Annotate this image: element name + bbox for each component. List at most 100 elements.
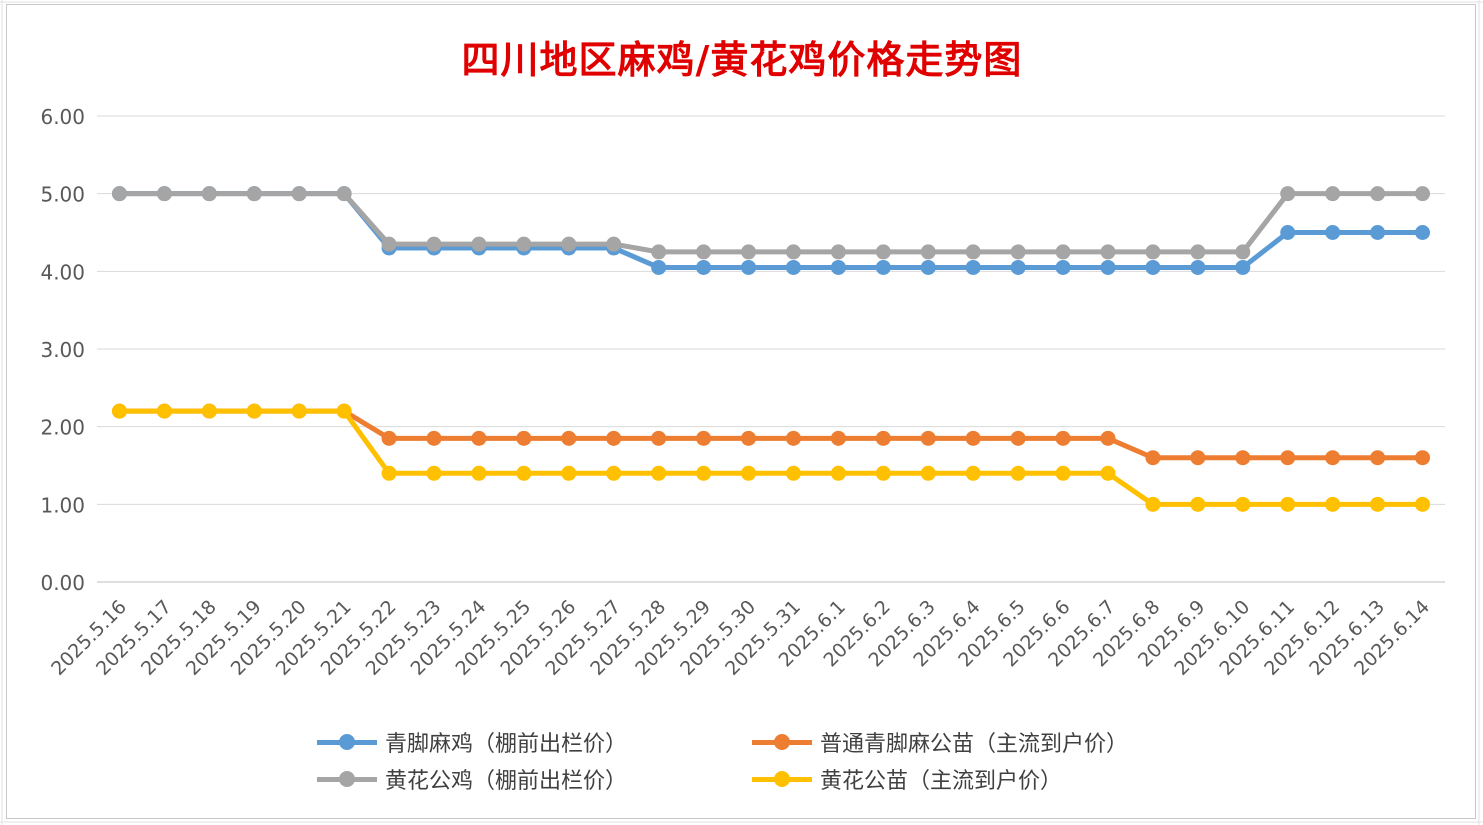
data-point [741, 465, 757, 481]
data-point [381, 236, 397, 252]
data-point [1100, 244, 1116, 260]
data-point [561, 430, 577, 446]
data-point [1370, 496, 1386, 512]
data-point [1100, 430, 1116, 446]
data-point [965, 430, 981, 446]
data-point [1010, 244, 1026, 260]
data-point [471, 236, 487, 252]
data-point [875, 259, 891, 275]
data-point [696, 244, 712, 260]
data-point [156, 403, 172, 419]
data-point [651, 465, 667, 481]
data-point [1280, 225, 1296, 240]
data-point [516, 465, 532, 481]
data-point [426, 465, 442, 481]
data-point [965, 465, 981, 481]
data-point [741, 244, 757, 260]
data-point [1415, 450, 1431, 466]
data-point [1055, 259, 1071, 275]
data-point [606, 236, 622, 252]
data-point [1055, 465, 1071, 481]
legend-label: 黄花公鸡（棚前出栏价） [385, 769, 628, 794]
series-line [116, 191, 1426, 270]
series-line [116, 191, 1426, 255]
y-tick-label: 0.00 [40, 571, 85, 595]
data-point [1235, 450, 1251, 466]
data-point [1010, 259, 1026, 275]
data-point [1100, 259, 1116, 275]
legend-item: 黄花公苗（主流到户价） [752, 762, 1062, 796]
legend-label: 青脚麻鸡（棚前出栏价） [385, 732, 628, 757]
data-point [830, 259, 846, 275]
legend-item: 黄花公鸡（棚前出栏价） [317, 762, 627, 796]
data-point [1055, 244, 1071, 260]
data-point [696, 465, 712, 481]
data-point [920, 259, 936, 275]
data-point [696, 259, 712, 275]
data-point [471, 430, 487, 446]
data-point [201, 186, 217, 202]
legend-item: 普通青脚麻公苗（主流到户价） [752, 725, 1128, 759]
data-point [741, 430, 757, 446]
y-tick-label: 3.00 [40, 338, 85, 362]
data-point [965, 244, 981, 260]
data-point [875, 465, 891, 481]
data-point [830, 430, 846, 446]
data-point [1325, 450, 1341, 466]
legend-swatch [752, 767, 812, 791]
data-point [651, 244, 667, 260]
data-point [1235, 259, 1251, 275]
data-point [1415, 225, 1431, 240]
data-point [1370, 225, 1386, 240]
data-point [201, 403, 217, 419]
data-point [965, 259, 981, 275]
legend-item: 青脚麻鸡（棚前出栏价） [317, 725, 627, 759]
data-point [1370, 186, 1386, 202]
data-point [111, 403, 127, 419]
series-3 [111, 403, 1431, 512]
data-point [1145, 244, 1161, 260]
plot-area: 0.001.002.003.004.005.006.00 2025.5.1620… [40, 105, 1445, 680]
data-point [651, 430, 667, 446]
data-point [561, 465, 577, 481]
data-point [291, 186, 307, 202]
data-point [1010, 465, 1026, 481]
data-point [606, 430, 622, 446]
data-point [516, 236, 532, 252]
chart-area[interactable]: 四川地区麻鸡/黄花鸡价格走势图 0.00 1.00 2.00 3.00 4.00 5.00… [6, 4, 1476, 819]
data-point [1145, 259, 1161, 275]
data-point [1325, 225, 1341, 240]
data-point [1325, 186, 1341, 202]
data-point [1190, 496, 1206, 512]
data-point [920, 430, 936, 446]
chart-title: 四川地区麻鸡/黄花鸡价格走势图 [461, 37, 1023, 82]
data-point [246, 403, 262, 419]
data-point [336, 403, 352, 419]
data-point [381, 430, 397, 446]
data-point [336, 186, 352, 202]
y-tick-label: 5.00 [40, 183, 85, 207]
data-point [830, 465, 846, 481]
data-point [561, 236, 577, 252]
series-2 [111, 186, 1431, 260]
data-point [606, 465, 622, 481]
data-point [1145, 496, 1161, 512]
data-point [875, 244, 891, 260]
data-point [516, 430, 532, 446]
data-point [785, 259, 801, 275]
y-tick-label: 1.00 [40, 493, 85, 517]
chart-legend: 青脚麻鸡（棚前出栏价） 普通青脚麻公苗（主流到户价） 黄花公鸡（棚前出栏价） 黄花公苗… [317, 725, 1217, 815]
legend-label: 普通青脚麻公苗（主流到户价） [820, 732, 1129, 757]
data-point [471, 465, 487, 481]
legend-swatch [752, 730, 812, 754]
data-point [741, 259, 757, 275]
data-point [426, 430, 442, 446]
legend-swatch [317, 730, 377, 754]
data-point [1055, 430, 1071, 446]
data-point [1280, 496, 1296, 512]
data-point [785, 244, 801, 260]
data-point [1280, 186, 1296, 202]
data-point [920, 465, 936, 481]
data-point [1190, 450, 1206, 466]
data-point [1010, 430, 1026, 446]
